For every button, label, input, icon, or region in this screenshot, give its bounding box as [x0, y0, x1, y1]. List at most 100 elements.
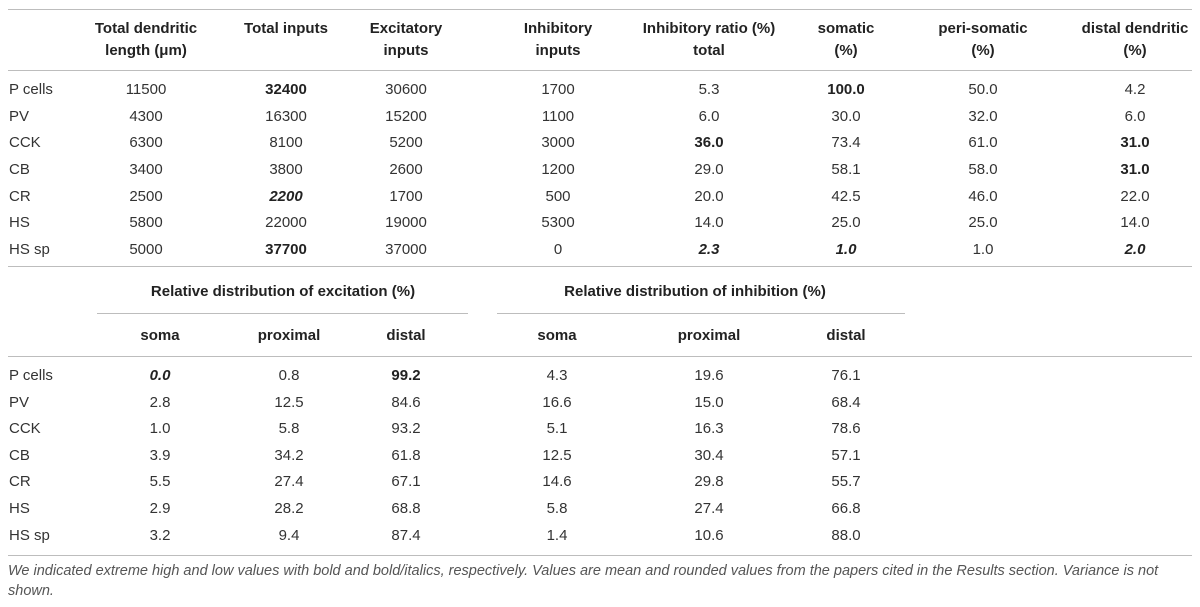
table1-cell: 8100	[269, 134, 303, 151]
table1-bottom-rule	[8, 266, 1192, 267]
table2-cell: 3.2	[149, 527, 171, 544]
table1-cell: 100.0	[827, 81, 865, 98]
table1-cell: 37000	[385, 241, 427, 258]
table1-cell: 25.0	[968, 214, 998, 231]
table1-cell: 14.0	[694, 214, 724, 231]
table2-cell: 9.4	[278, 527, 300, 544]
table2-column-header: soma	[537, 327, 577, 344]
table1-cell: 6300	[129, 134, 163, 151]
table1-cell: 22000	[265, 214, 307, 231]
table1-cell: 58.0	[968, 161, 998, 178]
table1-row-label: PV	[9, 108, 30, 125]
table1-header-rule	[8, 70, 1192, 71]
table2-cell: 78.6	[831, 420, 861, 437]
table1-cell: 32400	[265, 81, 307, 98]
table2-cell: 0.0	[149, 367, 171, 384]
table2-cell: 61.8	[391, 447, 421, 464]
table1-cell: 15200	[385, 108, 427, 125]
table2-cell: 30.4	[694, 447, 724, 464]
table2-cell: 5.8	[278, 420, 300, 437]
table1-cell: 3800	[269, 161, 303, 178]
table1-top-rule	[8, 9, 1192, 10]
table1-cell: 4300	[129, 108, 163, 125]
table1-cell: 2200	[269, 188, 303, 205]
table2-cell: 14.6	[542, 473, 572, 490]
table2-cell: 19.6	[694, 367, 724, 384]
table1-cell: 1100	[541, 108, 575, 125]
table1-cell: 25.0	[831, 214, 861, 231]
table2-row-label: HS sp	[9, 527, 50, 544]
table2-cell: 12.5	[542, 447, 572, 464]
table1-cell: 3400	[129, 161, 163, 178]
table1-cell: 1700	[541, 81, 575, 98]
table2-cell: 27.4	[694, 500, 724, 517]
table1-cell: 46.0	[968, 188, 998, 205]
table2-cell: 5.1	[546, 420, 568, 437]
table2-cell: 67.1	[391, 473, 421, 490]
group-header-excitation: Relative distribution of excitation (%)	[150, 283, 416, 300]
group-header-inhibition: Relative distribution of inhibition (%)	[564, 283, 826, 300]
table2-cell: 57.1	[831, 447, 861, 464]
table2-cell: 28.2	[274, 500, 304, 517]
table1-cell: 6.0	[698, 108, 720, 125]
table2-row-label: CR	[9, 473, 31, 490]
table2-cell: 1.4	[546, 527, 568, 544]
table1-cell: 5200	[389, 134, 423, 151]
table1-cell: 1.0	[835, 241, 857, 258]
table1-cell: 0	[553, 241, 563, 258]
table2-cell: 4.3	[546, 367, 568, 384]
table1-cell: 2.3	[698, 241, 720, 258]
table2-cell: 27.4	[274, 473, 304, 490]
table1-cell: 5000	[129, 241, 163, 258]
table2-cell: 16.3	[694, 420, 724, 437]
table1-cell: 29.0	[694, 161, 724, 178]
table1-cell: 11500	[125, 81, 167, 98]
excitation-group-rule	[97, 313, 468, 314]
table2-cell: 29.8	[694, 473, 724, 490]
table1-cell: 42.5	[831, 188, 861, 205]
table2-cell: 88.0	[831, 527, 861, 544]
table2-cell: 55.7	[831, 473, 861, 490]
table2-column-header: proximal	[257, 327, 321, 344]
table2-cell: 12.5	[274, 394, 304, 411]
table1-cell: 30600	[385, 81, 427, 98]
table2-column-header: distal	[826, 327, 866, 344]
table2-cell: 5.8	[546, 500, 568, 517]
table1-cell: 5800	[129, 214, 163, 231]
table1-row-label: P cells	[9, 81, 53, 98]
table1-cell: 4.2	[1124, 81, 1146, 98]
table1-cell: 37700	[265, 241, 307, 258]
table2-cell: 66.8	[831, 500, 861, 517]
inhibition-group-rule	[497, 313, 905, 314]
table1-column-header: peri-somatic (%)	[938, 20, 1028, 59]
table2-cell: 34.2	[274, 447, 304, 464]
table1-column-header: Excitatory inputs	[369, 20, 443, 59]
table2-column-header: proximal	[677, 327, 741, 344]
table2-bottom-rule	[8, 555, 1192, 556]
table1-cell: 1700	[389, 188, 423, 205]
table1-cell: 1200	[541, 161, 575, 178]
table1-cell: 16300	[265, 108, 307, 125]
table1-column-header: Total dendritic length (μm)	[94, 20, 198, 59]
table1-cell: 20.0	[694, 188, 724, 205]
table2-cell: 84.6	[391, 394, 421, 411]
table1-cell: 58.1	[831, 161, 861, 178]
table-footnote: We indicated extreme high and low values…	[8, 563, 1159, 599]
table2-cell: 93.2	[391, 420, 421, 437]
table1-column-header: Inhibitory inputs	[523, 20, 593, 59]
table1-row-label: HS sp	[9, 241, 50, 258]
table1-cell: 50.0	[968, 81, 998, 98]
table1-cell: 3000	[541, 134, 575, 151]
table1-cell: 2.0	[1124, 241, 1146, 258]
table2-cell: 99.2	[391, 367, 421, 384]
table1-column-header: Inhibitory ratio (%) total	[642, 20, 776, 59]
table1-cell: 61.0	[968, 134, 998, 151]
table1-cell: 5300	[541, 214, 575, 231]
table1-cell: 32.0	[968, 108, 998, 125]
table2-cell: 68.4	[831, 394, 861, 411]
table2-cell: 2.8	[149, 394, 171, 411]
table1-cell: 2600	[389, 161, 423, 178]
table1-cell: 14.0	[1120, 214, 1150, 231]
table2-cell: 87.4	[391, 527, 421, 544]
table1-row-label: HS	[9, 214, 30, 231]
